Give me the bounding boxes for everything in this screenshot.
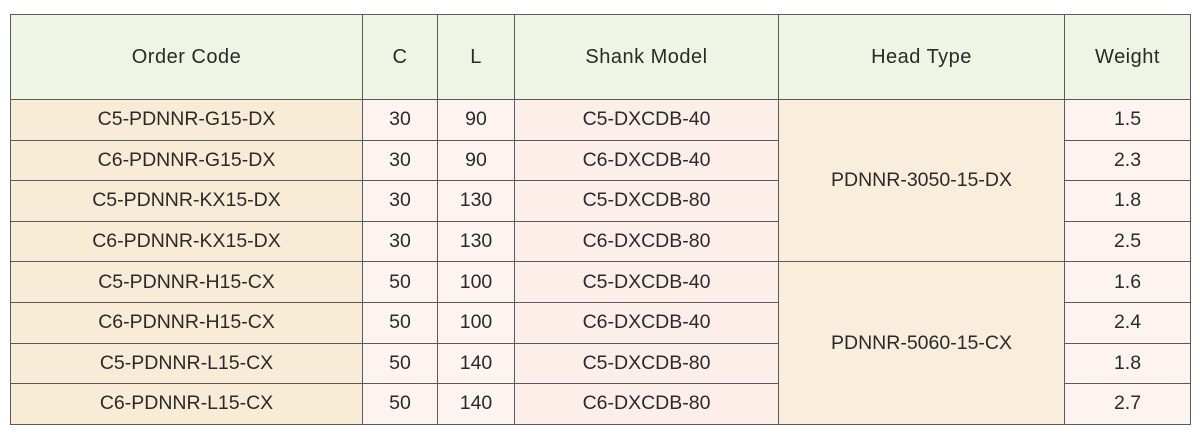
head-type: PDNNR-5060-15-CX bbox=[778, 261, 1065, 425]
l-value: 90 bbox=[437, 99, 515, 141]
shank-model: C6-DXCDB-80 bbox=[514, 383, 779, 425]
order-code: C5-PDNNR-KX15-DX bbox=[10, 180, 363, 222]
order-code: C6-PDNNR-L15-CX bbox=[10, 383, 363, 425]
table-body: C5-PDNNR-G15-DX 30 90 C5-DXCDB-40 PDNNR-3050… bbox=[10, 98, 1191, 425]
shank-model: C6-DXCDB-40 bbox=[514, 139, 779, 182]
weight: 1.5 bbox=[1064, 99, 1191, 141]
l-value: 90 bbox=[437, 139, 515, 182]
l-value: 140 bbox=[437, 383, 515, 425]
order-code: C6-PDNNR-KX15-DX bbox=[10, 220, 363, 263]
order-code: C5-PDNNR-G15-DX bbox=[10, 99, 363, 141]
table-row: C6-PDNNR-L15-CX 50 140 C6-DXCDB-80 2.7 bbox=[10, 383, 1191, 425]
order-code: C6-PDNNR-G15-DX bbox=[10, 139, 363, 182]
table-row: C6-PDNNR-G15-DX 30 90 C6-DXCDB-40 2.3 bbox=[10, 139, 1191, 182]
order-code: C5-PDNNR-L15-CX bbox=[10, 342, 363, 385]
weight: 2.5 bbox=[1064, 220, 1191, 263]
c-value: 50 bbox=[362, 301, 438, 344]
header-cell: Order Code bbox=[10, 14, 363, 100]
c-value: 50 bbox=[362, 261, 438, 303]
shank-model: C6-DXCDB-80 bbox=[514, 220, 779, 263]
c-value: 50 bbox=[362, 383, 438, 425]
weight: 2.7 bbox=[1064, 383, 1191, 425]
shank-model: C5-DXCDB-80 bbox=[514, 342, 779, 385]
weight: 1.6 bbox=[1064, 261, 1191, 303]
shank-model: C6-DXCDB-40 bbox=[514, 301, 779, 344]
c-value: 30 bbox=[362, 220, 438, 263]
table-row: C6-PDNNR-H15-CX 50 100 C6-DXCDB-40 2.4 bbox=[10, 301, 1191, 344]
c-value: 30 bbox=[362, 99, 438, 141]
shank-model: C5-DXCDB-40 bbox=[514, 261, 779, 303]
shank-model: C5-DXCDB-40 bbox=[514, 99, 779, 141]
table-row: C6-PDNNR-KX15-DX 30 130 C6-DXCDB-80 2.5 bbox=[10, 220, 1191, 263]
header-cell: Shank Model bbox=[514, 14, 779, 100]
table-row: C5-PDNNR-KX15-DX 30 130 C5-DXCDB-80 1.8 bbox=[10, 180, 1191, 222]
order-code: C5-PDNNR-H15-CX bbox=[10, 261, 363, 303]
shank-model: C5-DXCDB-80 bbox=[514, 180, 779, 222]
l-value: 100 bbox=[437, 261, 515, 303]
weight: 1.8 bbox=[1064, 180, 1191, 222]
header-row: Order Code C L Shank Model Head Type Weight bbox=[10, 14, 1191, 100]
table-row: C5-PDNNR-H15-CX 50 100 C5-DXCDB-40 PDNNR-506… bbox=[10, 261, 1191, 425]
weight: 2.3 bbox=[1064, 139, 1191, 182]
order-code: C6-PDNNR-H15-CX bbox=[10, 301, 363, 344]
head-type: PDNNR-3050-15-DX bbox=[778, 98, 1065, 263]
c-value: 30 bbox=[362, 139, 438, 182]
header-cell: Head Type bbox=[778, 14, 1065, 100]
spec-table: Order Code C L Shank Model Head Type Weight C… bbox=[10, 14, 1191, 425]
table-row: C5-PDNNR-L15-CX 50 140 C5-DXCDB-80 1.8 bbox=[10, 342, 1191, 385]
weight: 1.8 bbox=[1064, 342, 1191, 385]
weight: 2.4 bbox=[1064, 301, 1191, 344]
c-value: 50 bbox=[362, 342, 438, 385]
l-value: 130 bbox=[437, 220, 515, 263]
l-value: 130 bbox=[437, 180, 515, 222]
header-cell: C bbox=[362, 14, 438, 100]
table-row: C5-PDNNR-G15-DX 30 90 C5-DXCDB-40 PDNNR-3050… bbox=[10, 98, 1191, 263]
header-cell: L bbox=[437, 14, 515, 100]
l-value: 100 bbox=[437, 301, 515, 344]
c-value: 30 bbox=[362, 180, 438, 222]
l-value: 140 bbox=[437, 342, 515, 385]
header-cell: Weight bbox=[1064, 14, 1191, 100]
